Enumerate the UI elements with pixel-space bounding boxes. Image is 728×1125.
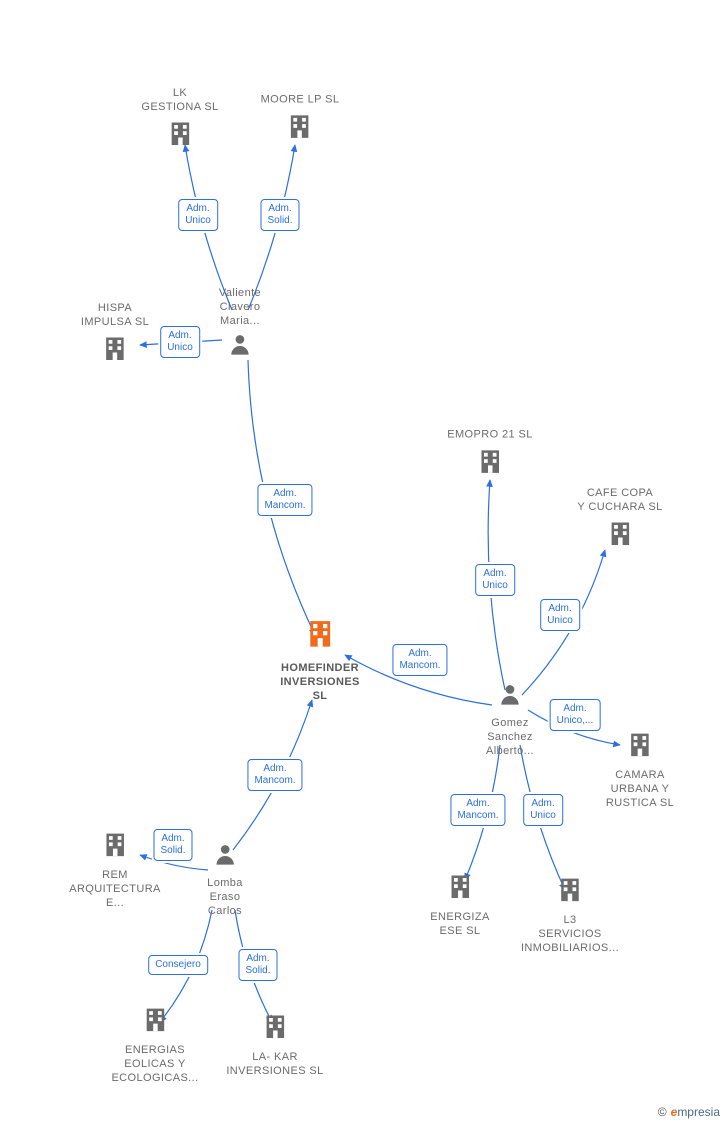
brand: empresia [671, 1105, 720, 1119]
node-lk[interactable]: LK GESTIONA SL [141, 87, 218, 154]
building-icon [100, 830, 130, 865]
node-label: HOMEFINDER INVERSIONES SL [280, 662, 360, 703]
edge-label: Consejero [148, 955, 208, 975]
node-label: Gomez Sanchez Alberto... [486, 717, 534, 758]
edge-label: Adm. Mancom. [392, 644, 447, 676]
node-label: LA- KAR INVERSIONES SL [226, 1051, 323, 1079]
node-label: REM ARQUITECTURA E... [69, 869, 161, 910]
node-hispa[interactable]: HISPA IMPULSA SL [81, 302, 149, 369]
node-label: L3 SERVICIOS INMOBILIARIOS... [521, 914, 619, 955]
node-lakar[interactable]: LA- KAR INVERSIONES SL [226, 1012, 323, 1079]
edge-label: Adm. Unico [160, 326, 200, 358]
building-icon [625, 730, 655, 765]
person-icon [497, 682, 523, 713]
edge-label: Adm. Unico [178, 199, 218, 231]
edge-label: Adm. Unico [540, 599, 580, 631]
edge-label: Adm. Mancom. [450, 794, 505, 826]
building-icon [100, 333, 130, 368]
node-energias[interactable]: ENERGIAS EOLICAS Y ECOLOGICAS... [111, 1005, 198, 1085]
node-emopro[interactable]: EMOPRO 21 SL [447, 429, 533, 482]
edge-label: Adm. Mancom. [247, 759, 302, 791]
edge-label: Adm. Solid. [238, 949, 277, 981]
diagram-canvas: LK GESTIONA SL MOORE LP SL HISPA IMPULSA S… [0, 0, 728, 1125]
building-icon [303, 617, 337, 656]
building-icon [165, 118, 195, 153]
edge-label: Adm. Solid. [260, 199, 299, 231]
edge-label: Adm. Unico [523, 794, 563, 826]
node-valiente[interactable]: Valiente Clavero Maria... [219, 287, 261, 363]
node-label: HISPA IMPULSA SL [81, 302, 149, 330]
node-label: MOORE LP SL [261, 94, 340, 108]
node-label: CAMARA URBANA Y RUSTICA SL [606, 769, 674, 810]
brand-rest: mpresia [677, 1105, 720, 1119]
node-gomez[interactable]: Gomez Sanchez Alberto... [486, 682, 534, 758]
node-cafecopa[interactable]: CAFE COPA Y CUCHARA SL [577, 487, 662, 554]
node-label: CAFE COPA Y CUCHARA SL [577, 487, 662, 515]
node-label: Valiente Clavero Maria... [219, 287, 261, 328]
copyright-symbol: © [658, 1105, 667, 1119]
building-icon [475, 446, 505, 481]
node-rem[interactable]: REM ARQUITECTURA E... [69, 830, 161, 910]
edge-label: Adm. Unico,... [550, 699, 601, 731]
copyright: © empresia [658, 1105, 720, 1119]
node-label: ENERGIZA ESE SL [430, 911, 489, 939]
edge-label: Adm. Mancom. [257, 484, 312, 516]
node-label: ENERGIAS EOLICAS Y ECOLOGICAS... [111, 1044, 198, 1085]
node-home[interactable]: HOMEFINDER INVERSIONES SL [280, 617, 360, 703]
node-label: EMOPRO 21 SL [447, 429, 533, 443]
building-icon [605, 518, 635, 553]
person-icon [212, 842, 238, 873]
node-label: LK GESTIONA SL [141, 87, 218, 115]
building-icon [140, 1005, 170, 1040]
node-camara[interactable]: CAMARA URBANA Y RUSTICA SL [606, 730, 674, 810]
building-icon [260, 1012, 290, 1047]
building-icon [445, 872, 475, 907]
node-lomba[interactable]: Lomba Eraso Carlos [207, 842, 243, 918]
person-icon [227, 332, 253, 363]
edges-layer [0, 0, 728, 1125]
building-icon [555, 875, 585, 910]
node-energiza[interactable]: ENERGIZA ESE SL [430, 872, 489, 939]
node-label: Lomba Eraso Carlos [207, 877, 243, 918]
node-l3[interactable]: L3 SERVICIOS INMOBILIARIOS... [521, 875, 619, 955]
building-icon [285, 111, 315, 146]
node-moore[interactable]: MOORE LP SL [261, 94, 340, 147]
edge-label: Adm. Unico [475, 564, 515, 596]
edge-label: Adm. Solid. [153, 829, 192, 861]
